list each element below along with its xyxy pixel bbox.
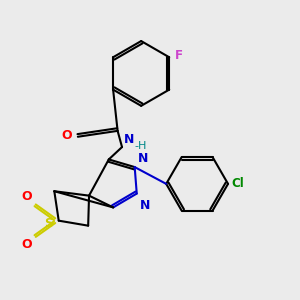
Text: N: N bbox=[138, 152, 148, 165]
Text: O: O bbox=[22, 238, 32, 251]
Text: O: O bbox=[61, 129, 72, 142]
Text: N: N bbox=[124, 133, 134, 146]
Text: S: S bbox=[44, 217, 53, 230]
Text: Cl: Cl bbox=[232, 177, 244, 190]
Text: N: N bbox=[140, 199, 150, 212]
Text: -H: -H bbox=[134, 141, 147, 151]
Text: O: O bbox=[22, 190, 32, 203]
Text: F: F bbox=[175, 49, 182, 62]
